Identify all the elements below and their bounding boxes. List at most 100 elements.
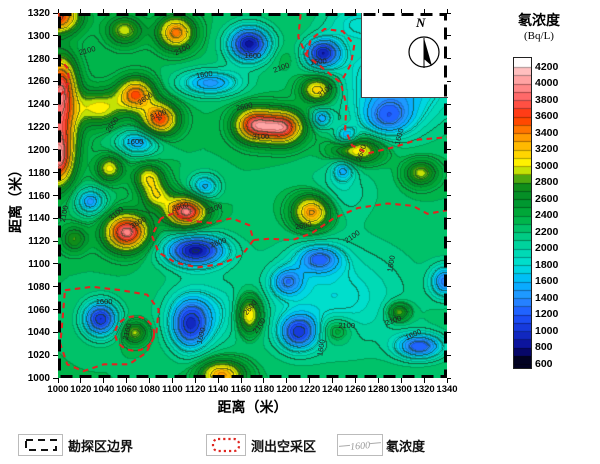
- y-tick: [53, 331, 58, 333]
- colorbar-tick-label: 2800: [535, 176, 559, 188]
- north-label: N: [416, 15, 426, 30]
- y-tick-right: [447, 35, 451, 37]
- x-tick-top: [446, 9, 448, 13]
- y-tick: [53, 58, 58, 60]
- contour-label: 2100: [172, 41, 192, 57]
- x-tick-top: [217, 9, 219, 13]
- x-tick-top: [332, 9, 334, 13]
- contour-label: 2600: [209, 235, 228, 251]
- x-tick-label: 1320: [413, 384, 435, 395]
- contour-label: 1600: [403, 326, 423, 342]
- contour-label: 2600: [241, 298, 260, 318]
- colorbar-tick-label: 1000: [535, 324, 559, 337]
- y-tick: [53, 217, 58, 219]
- colorbar-tick-label: 600: [535, 357, 553, 370]
- y-tick-right: [447, 195, 451, 196]
- x-tick-label: 1140: [207, 384, 229, 395]
- y-tick-label: 1080: [27, 281, 50, 293]
- y-tick-right: [447, 331, 451, 333]
- y-tick-label: 1180: [28, 167, 50, 179]
- contour-label: 2600: [354, 143, 369, 163]
- y-tick-right: [447, 286, 451, 288]
- y-tick: [53, 126, 58, 128]
- legend-symbol-mined-out-area: [206, 434, 246, 456]
- x-tick-top: [309, 9, 311, 13]
- x-tick-top: [57, 9, 59, 13]
- y-tick: [53, 263, 58, 265]
- contour-label: 2100: [338, 320, 355, 330]
- x-tick-label: 1200: [276, 384, 298, 395]
- y-tick-right: [447, 58, 451, 60]
- x-tick-label: 1120: [184, 384, 206, 395]
- contour-label: 2100: [204, 201, 224, 217]
- y-tick-right: [447, 149, 451, 151]
- contour-label: 2600: [294, 219, 313, 232]
- colorbar-tick-label: 4000: [535, 77, 559, 89]
- x-tick-top: [263, 9, 265, 13]
- y-tick: [53, 377, 58, 379]
- colorbar-tick-label: 1200: [535, 308, 559, 320]
- contour-label: 1600: [126, 136, 144, 146]
- contour-label: 3100: [252, 132, 270, 142]
- contour-label: 3100: [107, 204, 126, 223]
- y-tick-label: 1120: [28, 236, 50, 248]
- y-tick-right: [447, 217, 451, 219]
- x-tick-top: [149, 9, 151, 13]
- x-tick-top: [103, 9, 105, 13]
- contour-label: 2100: [271, 60, 291, 75]
- x-tick-label: 1060: [116, 384, 138, 395]
- y-tick-right: [447, 172, 451, 174]
- contour-line-sample: 1600: [338, 434, 381, 456]
- x-tick-label: 1280: [367, 384, 389, 395]
- y-tick-right: [447, 354, 451, 356]
- x-tick: [149, 378, 151, 383]
- x-tick-top: [354, 9, 356, 13]
- y-tick-right: [447, 103, 451, 105]
- y-tick: [53, 309, 58, 311]
- x-tick-label: 1300: [390, 384, 412, 395]
- colorbar-tick-label: 3400: [535, 126, 559, 139]
- y-tick-label: 1060: [27, 304, 50, 316]
- x-tick: [286, 378, 288, 383]
- colorbar-tick-label: 800: [535, 341, 553, 353]
- x-tick: [354, 378, 356, 383]
- y-tick-label: 1300: [27, 30, 50, 42]
- contour-label: 2100: [77, 43, 97, 57]
- x-axis-title: 距离（米）: [217, 399, 288, 415]
- legend-label-contour: 氡浓度: [386, 439, 426, 454]
- x-tick-label: 1220: [299, 384, 321, 395]
- x-tick-label: 1180: [253, 384, 275, 395]
- x-tick: [171, 378, 173, 383]
- contour-label: 1600: [195, 68, 214, 80]
- y-tick: [53, 286, 58, 288]
- y-tick: [53, 80, 58, 82]
- colorbar-tick-label: 3800: [535, 93, 559, 106]
- y-tick-label: 1140: [28, 213, 50, 225]
- north-arrow-inset: N: [361, 13, 448, 98]
- colorbar-tick-label: 3200: [535, 143, 559, 155]
- colorbar-tick-label: 2200: [535, 225, 559, 238]
- y-tick-right: [447, 12, 451, 14]
- y-tick: [53, 172, 58, 174]
- colorbar-tick-label: 2600: [535, 192, 559, 205]
- map-plot-area: 2100 2100 1600 2100 1600 1600 3100 2600 3100 2600…: [58, 13, 448, 378]
- x-tick: [57, 378, 59, 383]
- contour-label: 1600: [315, 339, 328, 358]
- contour-label: 1600: [385, 254, 397, 273]
- y-tick-label: 1100: [28, 258, 50, 270]
- contour-label: 3600: [128, 214, 148, 231]
- x-tick-top: [400, 9, 402, 13]
- x-tick-label: 1160: [230, 384, 252, 395]
- y-tick-label: 1280: [27, 53, 50, 65]
- y-tick-right: [447, 126, 451, 128]
- colorbar-tick-label: 1400: [535, 291, 559, 304]
- x-tick-label: 1020: [70, 384, 92, 395]
- y-tick-label: 1320: [27, 8, 50, 19]
- x-tick-top: [240, 9, 242, 13]
- colorbar-tick-label: 1800: [535, 258, 559, 271]
- contour-label: 2100: [342, 227, 362, 245]
- legend-row: 勘探区边界 测出空采区 1600 氡浓度: [0, 432, 600, 458]
- colorbar-tick-label: 1600: [535, 275, 559, 287]
- y-tick: [53, 195, 58, 196]
- x-tick: [194, 378, 196, 383]
